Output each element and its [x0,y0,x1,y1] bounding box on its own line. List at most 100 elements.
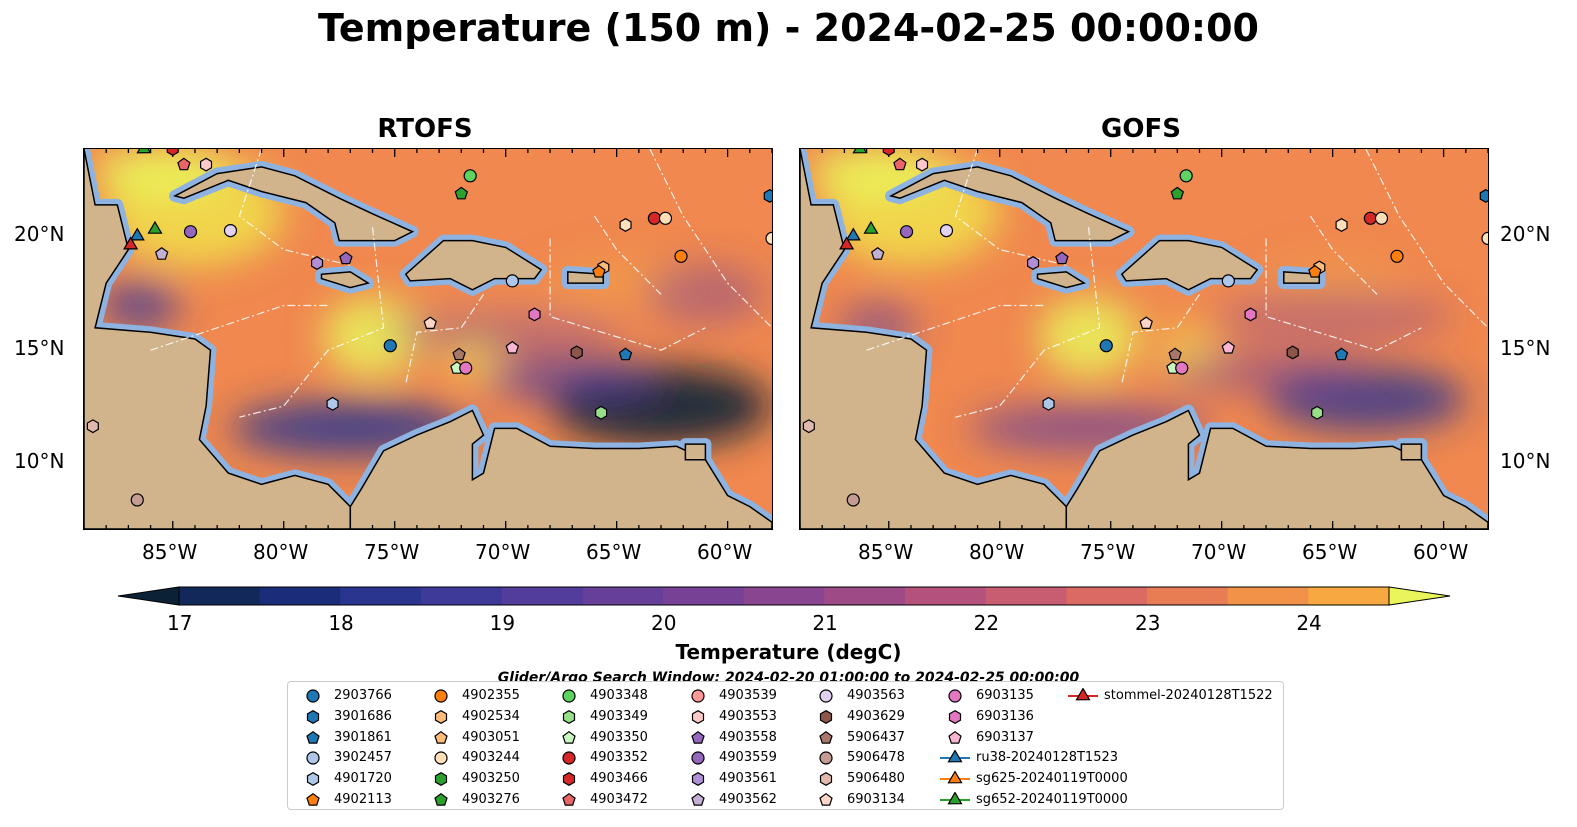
x-tick-right-80w: 80°W [969,540,1025,564]
x-tick-right-75w: 75°W [1080,540,1136,564]
colorbar-tick-label: 24 [1296,611,1322,635]
pentagon-marker-icon [562,792,576,806]
pentagon-marker-icon [562,730,576,744]
triangle-marker [947,792,963,805]
gofs-float-marker [1179,169,1193,183]
circle-marker [691,751,705,765]
hexagon-marker-icon [306,772,320,787]
gofs-float-marker [1335,218,1348,232]
rtofs-float-marker [183,225,198,239]
hexagon-marker [434,772,448,787]
circle-marker [306,689,320,703]
hexagon-marker-icon [819,772,833,787]
circle-marker [691,689,705,703]
gofs-float-marker [863,220,879,234]
circle-marker [306,751,320,765]
colorbar-segment [259,587,341,605]
colorbar-segment [1066,587,1148,605]
search-window-text: Glider/Argo Search Window: 2024-02-20 01… [497,670,1080,684]
rtofs-land-4 [320,271,370,289]
triangle-marker-icon [940,792,970,805]
hexagon-marker [948,709,962,724]
x-tick-right-70w: 70°W [1191,540,1247,564]
colorbar-segment [340,587,422,605]
y-tick-left-10n: 10°N [14,449,65,473]
gofs-float-marker [882,149,895,156]
rtofs-float-marker [147,220,163,234]
legend-label: 4903629 [847,708,905,724]
pentagon-marker [691,730,705,744]
rtofs-float-marker [166,149,179,156]
legend-label: sg625-20240119T0000 [976,771,1128,787]
colorbar-label: Temperature (degC) [675,640,902,664]
colorbar-tick-label: 20 [651,611,677,635]
hexagon-marker-icon [691,772,705,787]
legend-label: 4902113 [334,792,392,807]
legend-label: 6903136 [976,708,1034,724]
colorbar-tick-label: 21 [812,611,838,635]
gofs-float-marker [1481,231,1488,246]
rtofs-float-marker [311,256,324,270]
y-tick-right-10n: 10°N [1500,449,1551,473]
colorbar-segment [1147,587,1229,605]
gofs-land-2 [888,166,1131,242]
hexagon-marker [691,709,705,724]
triangle-marker [947,771,963,784]
rtofs-float-marker [123,236,139,250]
circle-marker-icon [691,689,705,703]
legend-label: 5906478 [847,750,905,766]
panel-title-gofs: GOFS [1101,114,1181,144]
x-tick-right-65w: 65°W [1302,540,1358,564]
rtofs-float-marker [383,339,397,353]
circle-marker [434,689,448,703]
y-tick-right-20n: 20°N [1500,222,1551,246]
gofs-land-4 [1036,271,1086,289]
circle-marker-icon [562,689,576,703]
circle-marker-icon [562,751,576,765]
legend-label: 4903466 [590,771,648,787]
circle-marker [562,689,576,703]
legend-label: 4903349 [590,708,648,724]
pentagon-marker-icon [691,792,705,806]
legend-label: 4903561 [719,771,777,787]
colorbar-tick-label: 17 [167,611,193,635]
pentagon-marker [691,792,705,806]
x-tick-right-85w: 85°W [858,540,914,564]
pentagon-marker-icon [819,730,833,744]
rtofs-float-marker [177,157,191,171]
legend-label: 5906437 [847,729,905,745]
gofs-float-marker [1221,340,1236,354]
gofs-float-marker [1139,316,1153,329]
figure-title: Temperature (150 m) - 2024-02-25 00:00:0… [317,6,1259,50]
colorbar-segment [582,587,664,605]
legend-label: 4903553 [719,708,777,724]
circle-marker [948,689,962,703]
gofs-float-marker [839,236,855,250]
pentagon-marker-icon [691,730,705,744]
gofs-float-marker [802,419,815,434]
x-tick-left-80w: 80°W [253,540,309,564]
gofs-float-marker [1055,251,1069,265]
hexagon-marker-icon [306,709,320,724]
rtofs-float-marker [223,223,238,238]
legend-label: 4903559 [719,750,777,766]
x-tick-left-70w: 70°W [475,540,531,564]
rtofs-float-marker [647,211,661,225]
circle-marker [562,751,576,765]
triangle-marker-icon [940,771,970,784]
circle-marker-icon [819,751,833,765]
y-tick-right-15n: 15°N [1500,336,1551,360]
hexagon-marker-icon [562,709,576,724]
circle-marker-icon [434,751,448,765]
colorbar-extend-high [1388,586,1451,606]
rtofs-float-marker [595,405,608,420]
pentagon-marker [562,730,576,744]
legend-label: 4903348 [590,688,648,703]
hexagon-marker-icon [691,709,705,724]
x-tick-left-75w: 75°W [364,540,420,564]
colorbar-segment [663,587,745,605]
gofs-map-canvas [800,149,1488,529]
hexagon-marker [306,709,320,724]
hexagon-marker [562,772,576,787]
legend-label: 4903250 [462,771,520,787]
